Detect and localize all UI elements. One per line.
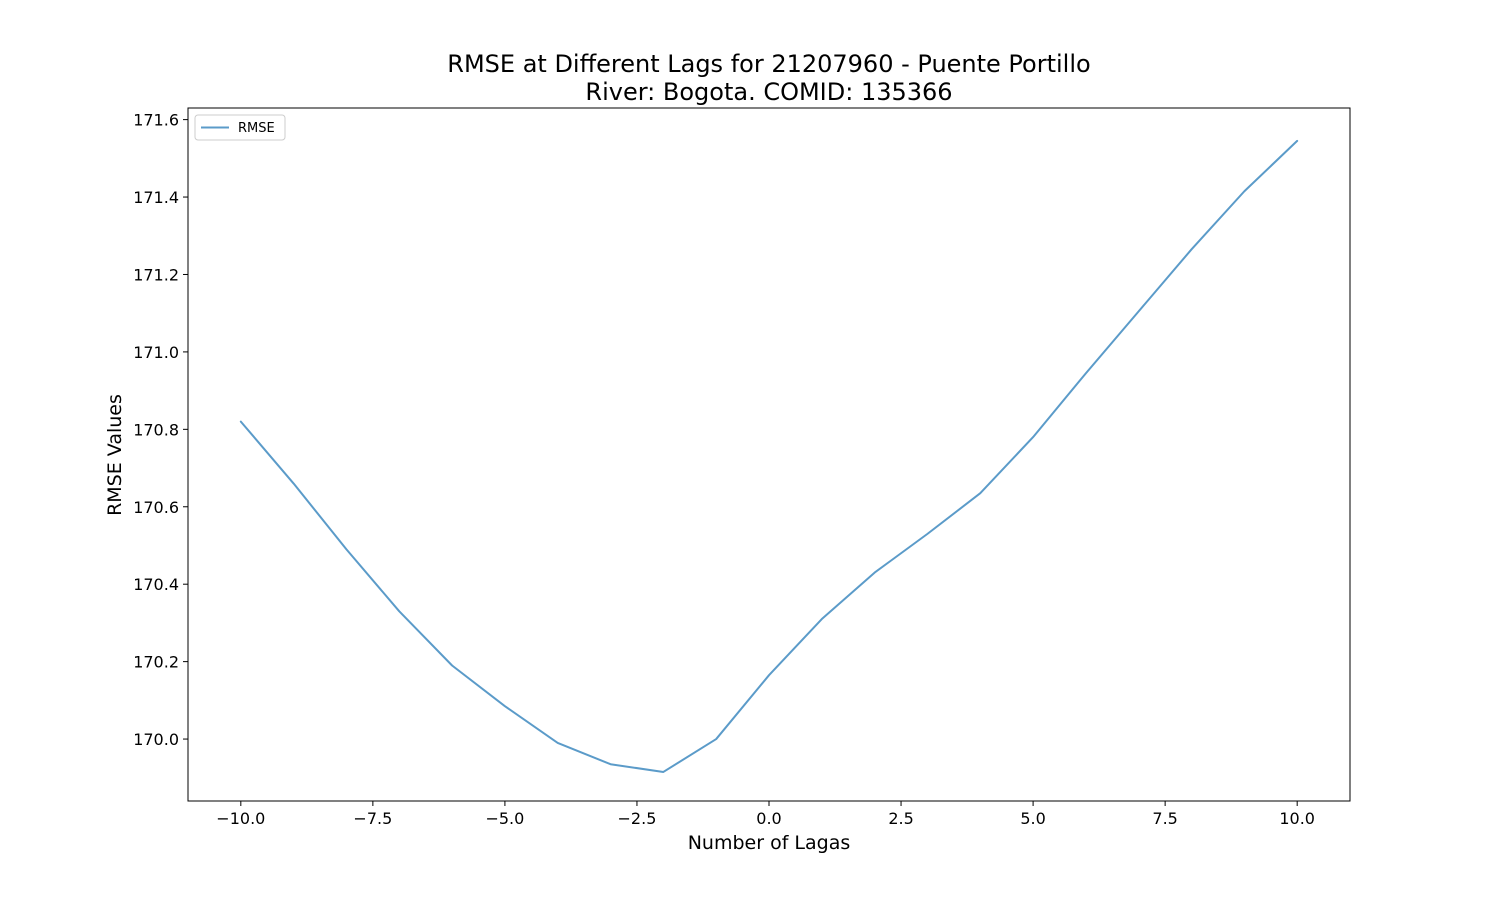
y-axis-ticks: 170.0 170.2 170.4 170.6 170.8 171.0 171.2 171.4… [133, 111, 188, 749]
y-tick-label: 171.2 [133, 265, 179, 284]
y-tick-label: 171.6 [133, 111, 179, 130]
legend-box [194, 114, 286, 141]
y-tick-label: 171.0 [133, 343, 179, 362]
x-axis-ticks: −10.0 −7.5 −5.0 −2.5 0.0 2.5 5.0 7.5 10.0 [216, 801, 1315, 828]
chart-title: RMSE at Different Lags for 21207960 - Pu… [447, 50, 1090, 78]
x-tick-label: 10.0 [1279, 809, 1315, 828]
x-tick-label: 2.5 [888, 809, 913, 828]
x-tick-label: 5.0 [1020, 809, 1045, 828]
legend: RMSE [194, 114, 286, 141]
legend-label-rmse: RMSE [238, 121, 275, 136]
y-tick-label: 170.2 [133, 653, 179, 672]
x-tick-label: 0.0 [756, 809, 781, 828]
y-tick-label: 170.0 [133, 730, 179, 749]
plot-area-frame [187, 107, 1351, 802]
x-tick-label: −7.5 [353, 809, 392, 828]
chart-subtitle: River: Bogota. COMID: 135366 [585, 78, 952, 106]
y-tick-label: 170.6 [133, 498, 179, 517]
x-tick-label: −2.5 [618, 809, 657, 828]
x-tick-label: −5.0 [485, 809, 524, 828]
x-tick-label: 7.5 [1152, 809, 1177, 828]
series-layer [239, 139, 1299, 773]
y-axis-label: RMSE Values [104, 394, 126, 516]
x-tick-label: −10.0 [216, 809, 265, 828]
y-tick-label: 171.4 [133, 188, 179, 207]
y-tick-label: 170.4 [133, 575, 179, 594]
x-axis-label: Number of Lagas [688, 832, 851, 854]
y-tick-label: 170.8 [133, 420, 179, 439]
series-line-rmse [239, 139, 1299, 773]
